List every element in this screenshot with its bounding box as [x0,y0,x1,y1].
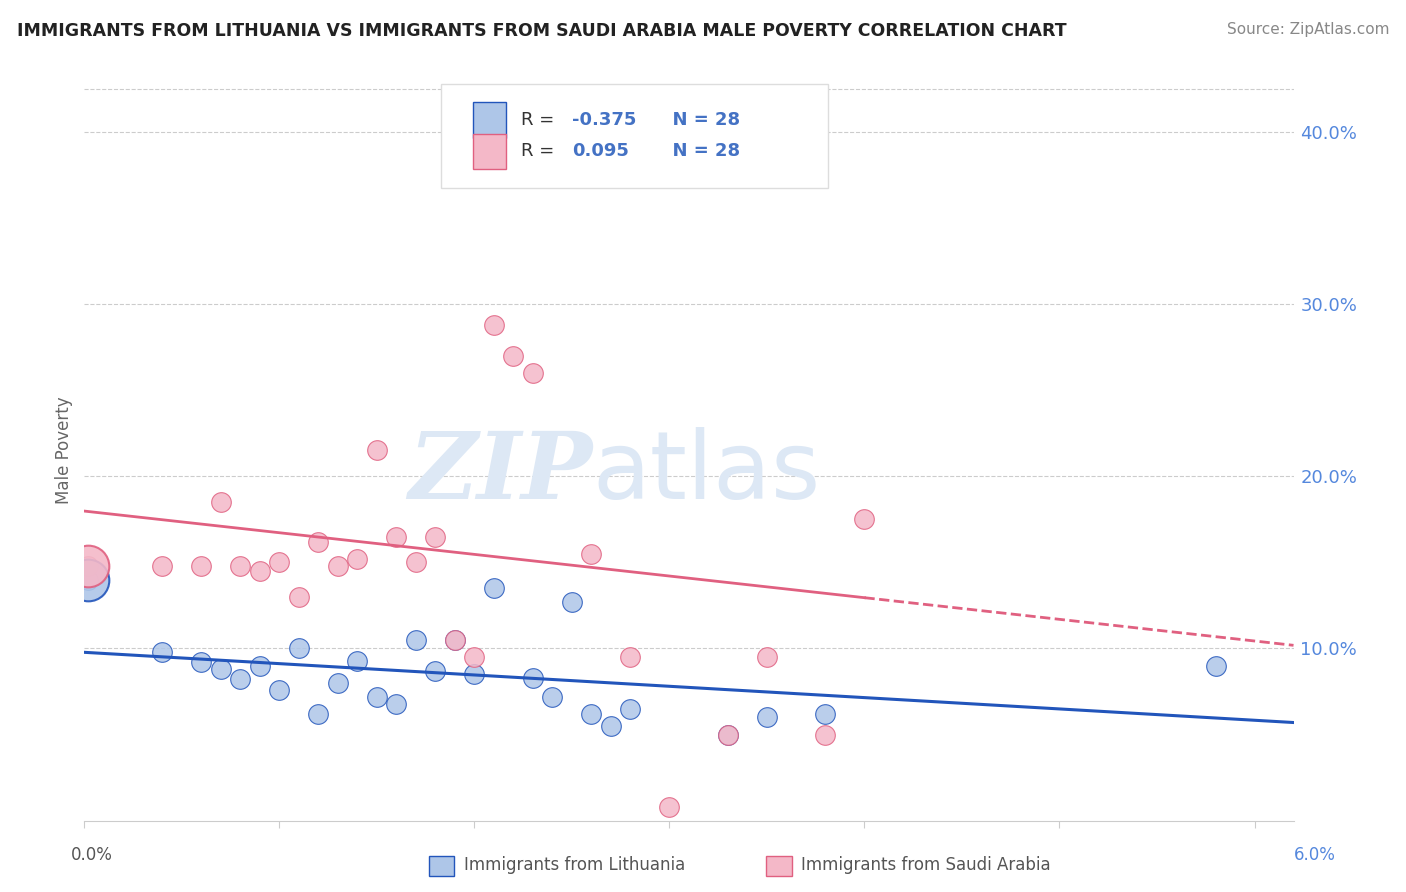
Point [366,443,388,458]
Point [755,710,778,724]
Text: R =: R = [520,143,565,161]
Point [482,581,505,595]
Point [482,318,505,332]
Point [150,558,173,573]
Point [619,650,641,665]
Text: Immigrants from Lithuania: Immigrants from Lithuania [464,856,685,874]
Point [600,719,623,733]
Point [658,800,681,814]
Point [288,641,311,656]
Point [385,530,408,544]
Point [444,632,467,647]
Text: Source: ZipAtlas.com: Source: ZipAtlas.com [1226,22,1389,37]
Point [522,671,544,685]
Point [425,530,447,544]
Text: Immigrants from Saudi Arabia: Immigrants from Saudi Arabia [801,856,1052,874]
Point [366,690,388,704]
Point [326,558,349,573]
Point [581,547,603,561]
Point [307,706,329,721]
Point [463,650,485,665]
Point [307,534,329,549]
Point [209,495,232,509]
FancyBboxPatch shape [441,84,828,187]
Point [209,662,232,676]
Point [288,590,311,604]
Point [755,650,778,665]
Point [249,564,271,578]
Point [150,645,173,659]
Point [77,573,100,587]
Point [77,558,100,573]
Text: 0.0%: 0.0% [70,846,112,863]
Point [581,706,603,721]
Point [853,512,876,526]
Text: atlas: atlas [592,426,821,518]
Point [269,555,291,569]
Point [541,690,564,704]
Point [326,676,349,690]
Text: R =: R = [520,112,560,129]
Point [717,727,740,741]
Point [619,702,641,716]
FancyBboxPatch shape [472,134,506,169]
Text: N = 28: N = 28 [659,112,740,129]
Point [561,595,583,609]
Point [814,727,837,741]
Point [444,632,467,647]
FancyBboxPatch shape [472,103,506,138]
Point [77,573,100,587]
Point [77,558,100,573]
Point [346,552,368,566]
Text: IMMIGRANTS FROM LITHUANIA VS IMMIGRANTS FROM SAUDI ARABIA MALE POVERTY CORRELATI: IMMIGRANTS FROM LITHUANIA VS IMMIGRANTS … [17,22,1067,40]
Point [229,673,252,687]
Point [561,168,583,182]
Point [190,655,212,669]
Point [346,653,368,667]
Point [425,664,447,678]
Point [405,555,427,569]
Point [249,658,271,673]
Point [385,697,408,711]
Point [463,667,485,681]
Point [502,349,524,363]
Point [190,558,212,573]
Text: ZIP: ZIP [408,427,592,517]
Point [229,558,252,573]
Text: 6.0%: 6.0% [1294,846,1336,863]
Point [814,706,837,721]
Point [522,366,544,380]
Point [269,682,291,697]
Point [717,727,740,741]
Point [405,632,427,647]
Text: 0.095: 0.095 [572,143,628,161]
Y-axis label: Male Poverty: Male Poverty [55,397,73,504]
Text: -0.375: -0.375 [572,112,636,129]
Point [1205,658,1227,673]
Text: N = 28: N = 28 [659,143,740,161]
